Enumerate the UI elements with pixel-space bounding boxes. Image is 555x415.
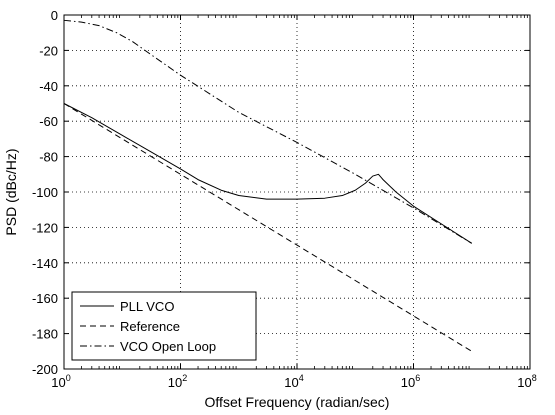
grid: [64, 15, 530, 369]
y-tick-label: -120: [32, 220, 58, 235]
legend-label: VCO Open Loop: [120, 339, 216, 354]
x-tick-label: 104: [284, 373, 303, 390]
y-tick-label: -80: [39, 150, 58, 165]
y-tick-label: -60: [39, 114, 58, 129]
ticks: 100 102 104 106 108 0 -20 -40 -60 -80 -100 -120 -140…: [32, 8, 537, 390]
y-tick-label: 0: [51, 8, 58, 23]
y-axis-title: PSD (dBc/Hz): [3, 148, 19, 235]
x-tick-label: 106: [401, 373, 420, 390]
x-tick-label: 102: [168, 373, 187, 390]
y-tick-label: -20: [39, 43, 58, 58]
x-axis-title: Offset Frequency (radian/sec): [205, 394, 390, 410]
y-tick-label: -100: [32, 185, 58, 200]
legend: PLL VCO Reference VCO Open Loop: [71, 291, 257, 361]
y-tick-label: -200: [32, 362, 58, 377]
legend-label: Reference: [120, 319, 180, 334]
x-tick-label: 108: [517, 373, 536, 390]
series-group: [63, 19, 473, 352]
y-tick-label: -180: [32, 327, 58, 342]
x-tick-label: 100: [51, 373, 70, 390]
y-tick-label: -140: [32, 256, 58, 271]
legend-label: PLL VCO: [120, 299, 174, 314]
y-tick-label: -160: [32, 291, 58, 306]
series-line-vco-open-loop: [63, 19, 473, 244]
y-tick-label: -40: [39, 79, 58, 94]
series-line-pll-vco: [63, 103, 473, 244]
